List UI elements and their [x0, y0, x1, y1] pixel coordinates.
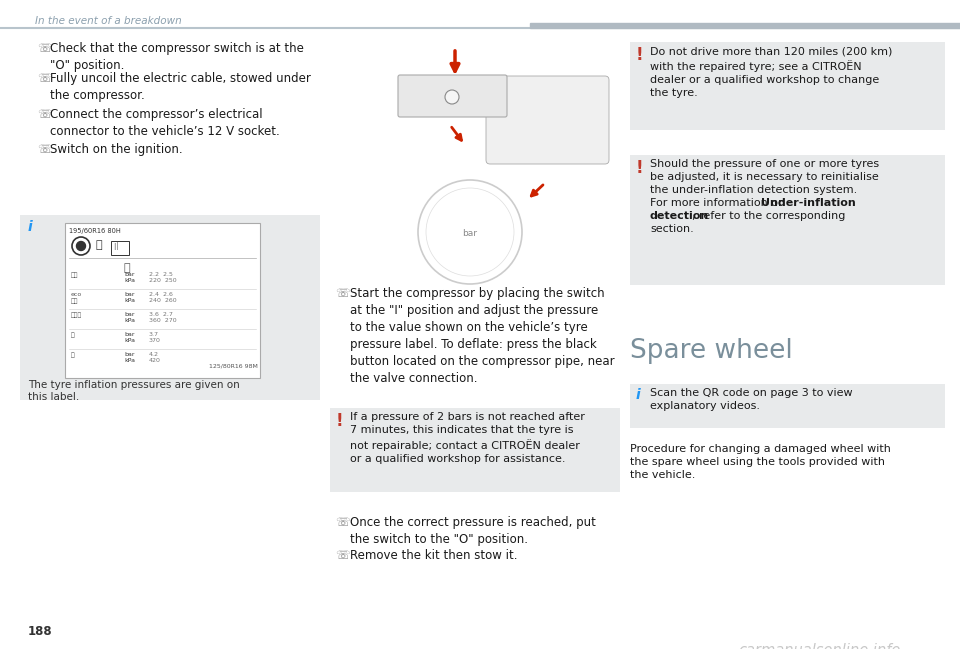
Text: carmanualsonline.info: carmanualsonline.info	[739, 643, 901, 649]
Text: Procedure for changing a damaged wheel with
the spare wheel using the tools prov: Procedure for changing a damaged wheel w…	[630, 444, 891, 480]
Text: detection: detection	[650, 211, 709, 221]
Text: bar
kPa: bar kPa	[124, 332, 135, 343]
Text: !: !	[636, 159, 643, 177]
Text: If a pressure of 2 bars is not reached after
7 minutes, this indicates that the : If a pressure of 2 bars is not reached a…	[350, 412, 585, 464]
Text: ☏: ☏	[37, 108, 52, 121]
Text: ☏: ☏	[335, 287, 349, 300]
Text: Do not drive more than 120 miles (200 km)
with the repaired tyre; see a CITROËN
: Do not drive more than 120 miles (200 km…	[650, 46, 893, 98]
Text: 2.2  2.5
220  250: 2.2 2.5 220 250	[149, 272, 177, 283]
FancyBboxPatch shape	[398, 75, 507, 117]
Bar	[630, 42, 945, 130]
Text: the under-inflation detection system.: the under-inflation detection system.	[650, 185, 857, 195]
Text: bar
kPa: bar kPa	[124, 352, 135, 363]
Text: For more information on: For more information on	[650, 198, 788, 208]
Text: 🔒🔒🔒: 🔒🔒🔒	[71, 312, 83, 317]
Text: |│: |│	[113, 242, 120, 251]
Text: bar
kPa: bar kPa	[124, 312, 135, 323]
Bar	[20, 215, 320, 400]
Text: Scan the QR code on page 3 to view: Scan the QR code on page 3 to view	[650, 388, 852, 398]
Circle shape	[445, 90, 459, 104]
Bar	[330, 40, 620, 270]
Text: section.: section.	[650, 224, 694, 234]
Text: 3.6  2.7
360  270: 3.6 2.7 360 270	[149, 312, 177, 323]
Text: be adjusted, it is necessary to reinitialise: be adjusted, it is necessary to reinitia…	[650, 172, 878, 182]
Text: 188: 188	[28, 625, 53, 638]
Text: In the event of a breakdown: In the event of a breakdown	[35, 16, 181, 26]
Circle shape	[426, 188, 514, 276]
Bar	[111, 241, 129, 255]
Text: The tyre inflation pressures are given on: The tyre inflation pressures are given o…	[28, 380, 240, 390]
Text: Fully uncoil the electric cable, stowed under
the compressor.: Fully uncoil the electric cable, stowed …	[50, 72, 311, 102]
Text: , refer to the corresponding: , refer to the corresponding	[691, 211, 845, 221]
Text: Switch on the ignition.: Switch on the ignition.	[50, 143, 182, 156]
Text: ☏: ☏	[335, 516, 349, 529]
Bar	[330, 408, 620, 492]
Bar	[630, 155, 945, 285]
Text: Remove the kit then stow it.: Remove the kit then stow it.	[350, 549, 517, 562]
Text: 4.2
420: 4.2 420	[149, 352, 161, 363]
Text: 2.4  2.6
240  260: 2.4 2.6 240 260	[149, 292, 177, 303]
Text: Once the correct pressure is reached, put
the switch to the "O" position.: Once the correct pressure is reached, pu…	[350, 516, 596, 546]
Text: i: i	[636, 388, 640, 402]
Bar	[65, 223, 260, 378]
Text: 🔒🔒: 🔒🔒	[71, 272, 79, 278]
Text: bar
kPa: bar kPa	[124, 272, 135, 283]
Text: 🚗: 🚗	[71, 332, 75, 337]
Bar	[530, 23, 960, 28]
Text: ☏: ☏	[335, 549, 349, 562]
Text: !: !	[336, 412, 344, 430]
Text: 125/80R16 98M: 125/80R16 98M	[209, 364, 258, 369]
Text: 🚗: 🚗	[71, 352, 75, 358]
Text: eco
🔒🔒: eco 🔒🔒	[71, 292, 83, 304]
FancyBboxPatch shape	[486, 76, 609, 164]
Text: Connect the compressor’s electrical
connector to the vehicle’s 12 V socket.: Connect the compressor’s electrical conn…	[50, 108, 279, 138]
Text: !: !	[636, 46, 643, 64]
Text: ☏: ☏	[37, 143, 52, 156]
Text: 🚗: 🚗	[124, 263, 131, 273]
Text: Under-inflation: Under-inflation	[761, 198, 855, 208]
Text: bar
kPa: bar kPa	[124, 292, 135, 303]
Text: Should the pressure of one or more tyres: Should the pressure of one or more tyres	[650, 159, 879, 169]
Bar	[630, 384, 945, 428]
Text: explanatory videos.: explanatory videos.	[650, 401, 760, 411]
Text: Start the compressor by placing the switch
at the "I" position and adjust the pr: Start the compressor by placing the swit…	[350, 287, 614, 385]
Circle shape	[77, 241, 85, 251]
Text: ⏻: ⏻	[96, 240, 103, 250]
Circle shape	[418, 180, 522, 284]
Text: this label.: this label.	[28, 392, 80, 402]
Text: ☏: ☏	[37, 42, 52, 55]
Text: Spare wheel: Spare wheel	[630, 338, 793, 364]
Text: 195/60R16 80H: 195/60R16 80H	[69, 228, 121, 234]
Text: i: i	[28, 220, 33, 234]
Text: ☏: ☏	[37, 72, 52, 85]
Text: 3.7
370: 3.7 370	[149, 332, 161, 343]
Text: Check that the compressor switch is at the
"O" position.: Check that the compressor switch is at t…	[50, 42, 304, 72]
Text: bar: bar	[463, 230, 477, 238]
